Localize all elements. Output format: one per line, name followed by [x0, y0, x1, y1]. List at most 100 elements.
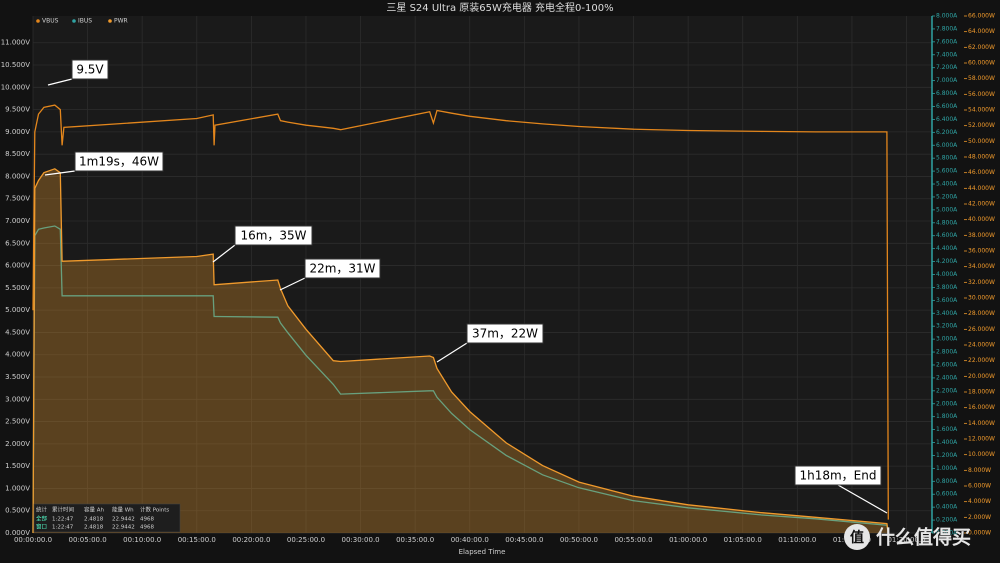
y-tick-label: 20.000W — [968, 373, 995, 380]
y-tick-label: 32.000W — [968, 279, 995, 286]
y-tick-label: 2.600A — [936, 361, 958, 368]
y-tick-label: 2.500V — [5, 418, 30, 426]
y-tick-label: 1.800A — [936, 413, 958, 420]
y-tick-label: 0.800A — [936, 478, 958, 485]
y-tick-label: 2.000A — [936, 400, 958, 407]
stats-header: 能量 Wh — [112, 506, 134, 514]
stats-cell: 22.9442 — [112, 525, 135, 531]
y-tick-label: 46.000W — [968, 169, 995, 176]
y-tick-label: 56.000W — [968, 91, 995, 98]
y-tick-label: 0.400A — [936, 504, 958, 511]
y-tick-label: 11.000V — [1, 39, 30, 47]
stats-header: 容量 Ah — [84, 506, 105, 514]
y-tick-label: 8.000W — [968, 467, 991, 474]
y-tick-label: 8.000V — [5, 172, 30, 180]
annotation: 9.5V — [76, 63, 104, 77]
y-tick-label: 8.000A — [936, 13, 958, 20]
stats-cell: 窗口 — [36, 523, 47, 531]
y-tick-label: 3.600A — [936, 297, 958, 304]
y-tick-label: 4.000V — [5, 351, 30, 359]
y-tick-label: 10.500V — [1, 61, 30, 69]
x-tick-label: 00:30:00.0 — [342, 536, 380, 544]
y-tick-label: 16.000W — [968, 404, 995, 411]
y-tick-label: 3.200A — [936, 323, 958, 330]
y-tick-label: 0.200A — [936, 517, 958, 524]
y-tick-label: 40.000W — [968, 216, 995, 223]
annotation-arrow — [212, 244, 236, 263]
line — [32, 225, 889, 534]
y-tick-label: 7.600A — [936, 38, 958, 45]
y-tick-label: 1.600A — [936, 426, 958, 433]
y-tick-label: 2.000W — [968, 514, 991, 521]
y-tick-label: 64.000W — [968, 28, 995, 35]
y-tick-label: 66.000W — [968, 13, 995, 20]
y-tick-label: 4.600A — [936, 232, 958, 239]
annotation: 16m，35W — [240, 229, 306, 243]
y-tick-label: 1.400A — [936, 439, 958, 446]
y-tick-label: 5.200A — [936, 193, 958, 200]
y-tick-label: 8.500V — [5, 150, 30, 158]
y-tick-label: 2.400A — [936, 374, 958, 381]
x-tick-label: 01:20:00.0 — [887, 536, 925, 544]
y-tick-label: 2.200A — [936, 387, 958, 394]
y-tick-label: 7.000V — [5, 217, 30, 225]
watermark-logo: 值 — [850, 529, 864, 546]
y-tick-label: 3.000A — [936, 336, 958, 343]
annotation-arrow — [436, 342, 468, 363]
y-tick-label: 1.000V — [5, 484, 30, 492]
y-tick-label: 7.400A — [936, 51, 958, 58]
legend-marker — [108, 19, 112, 23]
y-tick-label: 5.000A — [936, 206, 958, 213]
y-tick-label: 4.000A — [936, 271, 958, 278]
y-tick-label: 62.000W — [968, 44, 995, 51]
x-tick-label: 00:00:00.0 — [14, 536, 52, 544]
stats-cell: 1:22:47 — [52, 525, 74, 531]
stats-cell: 2.4818 — [84, 525, 104, 531]
y-tick-label: 14.000W — [968, 420, 995, 427]
y-tick-label: 0.000A — [936, 530, 958, 537]
y-tick-label: 3.500V — [5, 373, 30, 381]
y-tick-label: 12.000W — [968, 436, 995, 443]
y-tick-label: 0.500V — [5, 507, 30, 515]
x-tick-label: 00:20:00.0 — [232, 536, 270, 544]
stats-cell: 4968 — [140, 525, 154, 531]
y-tick-label: 2.000V — [5, 440, 30, 448]
y-tick-label: 58.000W — [968, 75, 995, 82]
y-tick-label: 24.000W — [968, 342, 995, 349]
stats-table — [33, 503, 181, 533]
y-tick-label: 6.600A — [936, 103, 958, 110]
y-tick-label: 6.000W — [968, 483, 991, 490]
line — [32, 104, 889, 520]
y-tick-label: 10.000W — [968, 451, 995, 458]
y-tick-label: 28.000W — [968, 310, 995, 317]
annotation-arrow — [47, 78, 73, 86]
x-tick-label: 00:40:00.0 — [451, 536, 489, 544]
annotation-box — [234, 225, 313, 246]
annotation-arrow — [44, 170, 76, 176]
y-tick-label: 4.000W — [968, 498, 991, 505]
stats-header: 计数 Points — [140, 506, 169, 514]
stats-cell: 1:22:47 — [52, 517, 74, 523]
stats-cell: 22.9442 — [112, 517, 135, 523]
y-tick-label: 1.500V — [5, 462, 30, 470]
y-tick-label: 5.400A — [936, 181, 958, 188]
y-tick-label: 4.800A — [936, 219, 958, 226]
y-tick-label: 1.200A — [936, 452, 958, 459]
y-tick-label: 6.200A — [936, 129, 958, 136]
y-tick-label: 6.800A — [936, 90, 958, 97]
stats-cell: 4968 — [140, 517, 154, 523]
y-tick-label: 3.400A — [936, 310, 958, 317]
annotation-arrow — [837, 484, 888, 514]
plot-area — [33, 16, 932, 533]
legend-label: IBUS — [78, 18, 92, 25]
x-axis-label: Elapsed Time — [459, 548, 506, 556]
annotation-box — [304, 258, 381, 279]
area — [33, 168, 889, 534]
chart-title: 三星 S24 Ultra 原装65W充电器 充电全程0-100% — [386, 1, 613, 14]
line — [32, 168, 889, 534]
legend-marker — [36, 19, 40, 23]
y-tick-label: 3.800A — [936, 284, 958, 291]
y-tick-label: 5.800A — [936, 155, 958, 162]
annotation-box — [71, 59, 109, 80]
